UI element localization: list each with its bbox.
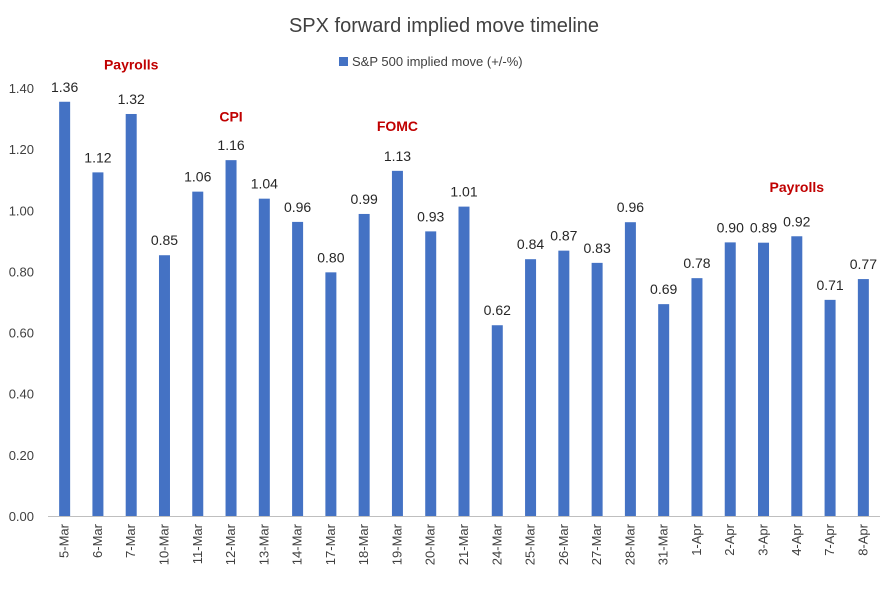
- bars: [59, 101, 869, 517]
- data-label: 1.13: [384, 148, 411, 164]
- legend: S&P 500 implied move (+/-%): [339, 54, 523, 69]
- x-tick-label: 18-Mar: [356, 523, 371, 565]
- x-tick-label: 12-Mar: [223, 523, 238, 565]
- bar: [358, 213, 370, 516]
- bar: [591, 262, 603, 516]
- data-label: 0.93: [417, 208, 444, 224]
- data-label: 0.84: [517, 236, 544, 252]
- bar: [258, 198, 270, 516]
- x-tick-label: 4-Apr: [789, 523, 804, 555]
- bar: [458, 206, 470, 517]
- data-label: 0.89: [750, 220, 777, 236]
- bar: [292, 221, 304, 516]
- bar: [525, 259, 537, 516]
- x-tick-label: 1-Apr: [689, 523, 704, 555]
- bar: [824, 299, 836, 516]
- data-label: 0.96: [284, 199, 311, 215]
- data-label: 1.01: [450, 184, 477, 200]
- event-label: FOMC: [377, 118, 418, 134]
- bar: [425, 231, 437, 516]
- x-tick-label: 2-Apr: [722, 523, 737, 555]
- y-tick-label: 0.00: [9, 509, 34, 524]
- x-tick-label: 25-Mar: [523, 523, 538, 565]
- x-tick-label: 14-Mar: [290, 523, 305, 565]
- x-tick-label: 13-Mar: [256, 523, 271, 565]
- data-label: 1.12: [84, 149, 111, 165]
- y-tick-label: 0.40: [9, 387, 34, 402]
- data-label: 0.92: [783, 213, 810, 229]
- data-label: 0.85: [151, 232, 178, 248]
- y-tick-label: 1.00: [9, 203, 34, 218]
- data-label: 1.16: [217, 137, 244, 153]
- x-tick-label: 26-Mar: [556, 523, 571, 565]
- data-label: 0.78: [683, 255, 710, 271]
- y-tick-label: 1.20: [9, 142, 34, 157]
- bar: [92, 172, 104, 516]
- x-tick-label: 8-Apr: [855, 523, 870, 555]
- data-label: 1.04: [251, 176, 278, 192]
- bar: [558, 250, 570, 516]
- y-axis: 0.00 0.20 0.40 0.60 0.80 1.00 1.20 1.40: [9, 81, 34, 524]
- event-label: Payrolls: [770, 179, 825, 195]
- event-label: CPI: [219, 109, 242, 125]
- data-label: 0.77: [850, 256, 877, 272]
- data-label: 0.71: [816, 277, 843, 293]
- data-label: 0.62: [484, 302, 511, 318]
- bar: [691, 278, 703, 516]
- x-tick-label: 28-Mar: [622, 523, 637, 565]
- x-tick-label: 24-Mar: [489, 523, 504, 565]
- x-tick-label: 3-Apr: [756, 523, 771, 555]
- data-labels: 1.36 1.12 1.32 0.85 1.06 1.16 1.04 0.96 0.80 0.99…: [51, 79, 877, 318]
- legend-swatch: [339, 57, 348, 66]
- data-label: 0.99: [351, 191, 378, 207]
- bar: [59, 101, 71, 516]
- x-tick-label: 5-Mar: [57, 523, 72, 558]
- x-tick-label: 11-Mar: [190, 523, 205, 564]
- x-tick-label: 17-Mar: [323, 523, 338, 565]
- bar: [724, 242, 736, 516]
- y-tick-label: 0.60: [9, 326, 34, 341]
- data-label: 0.80: [317, 249, 344, 265]
- event-label: Payrolls: [104, 57, 159, 73]
- y-tick-label: 1.40: [9, 81, 34, 96]
- x-axis: 5-Mar 6-Mar 7-Mar 10-Mar 11-Mar 12-Mar 13-Mar 1…: [57, 523, 871, 565]
- x-tick-label: 19-Mar: [389, 523, 404, 565]
- x-tick-label: 20-Mar: [423, 523, 438, 565]
- x-tick-label: 7-Apr: [822, 523, 837, 555]
- data-label: 0.87: [550, 228, 577, 244]
- bar: [491, 325, 503, 516]
- bar: [125, 113, 137, 516]
- data-label: 0.96: [617, 199, 644, 215]
- bar: [225, 160, 237, 517]
- data-label: 1.36: [51, 79, 78, 95]
- bar: [192, 191, 204, 516]
- bar: [624, 222, 636, 517]
- legend-label: S&P 500 implied move (+/-%): [352, 54, 523, 69]
- bar: [857, 279, 869, 516]
- event-annotations: Payrolls CPI FOMC Payrolls: [104, 57, 824, 195]
- x-tick-label: 6-Mar: [90, 523, 105, 558]
- bar: [658, 304, 670, 516]
- chart-title: SPX forward implied move timeline: [289, 15, 599, 37]
- bar: [758, 242, 770, 517]
- x-tick-label: 21-Mar: [456, 523, 471, 565]
- bar: [391, 170, 403, 516]
- bar: [325, 272, 337, 516]
- data-label: 1.32: [118, 91, 145, 107]
- data-label: 0.69: [650, 281, 677, 297]
- bar: [158, 255, 170, 516]
- y-tick-label: 0.20: [9, 448, 34, 463]
- y-tick-label: 0.80: [9, 264, 34, 279]
- data-label: 1.06: [184, 169, 211, 185]
- data-label: 0.90: [717, 219, 744, 235]
- bar: [791, 236, 803, 516]
- x-tick-label: 31-Mar: [656, 523, 671, 565]
- x-tick-label: 27-Mar: [589, 523, 604, 565]
- x-tick-label: 10-Mar: [156, 523, 171, 565]
- x-tick-label: 7-Mar: [123, 523, 138, 558]
- data-label: 0.83: [583, 240, 610, 256]
